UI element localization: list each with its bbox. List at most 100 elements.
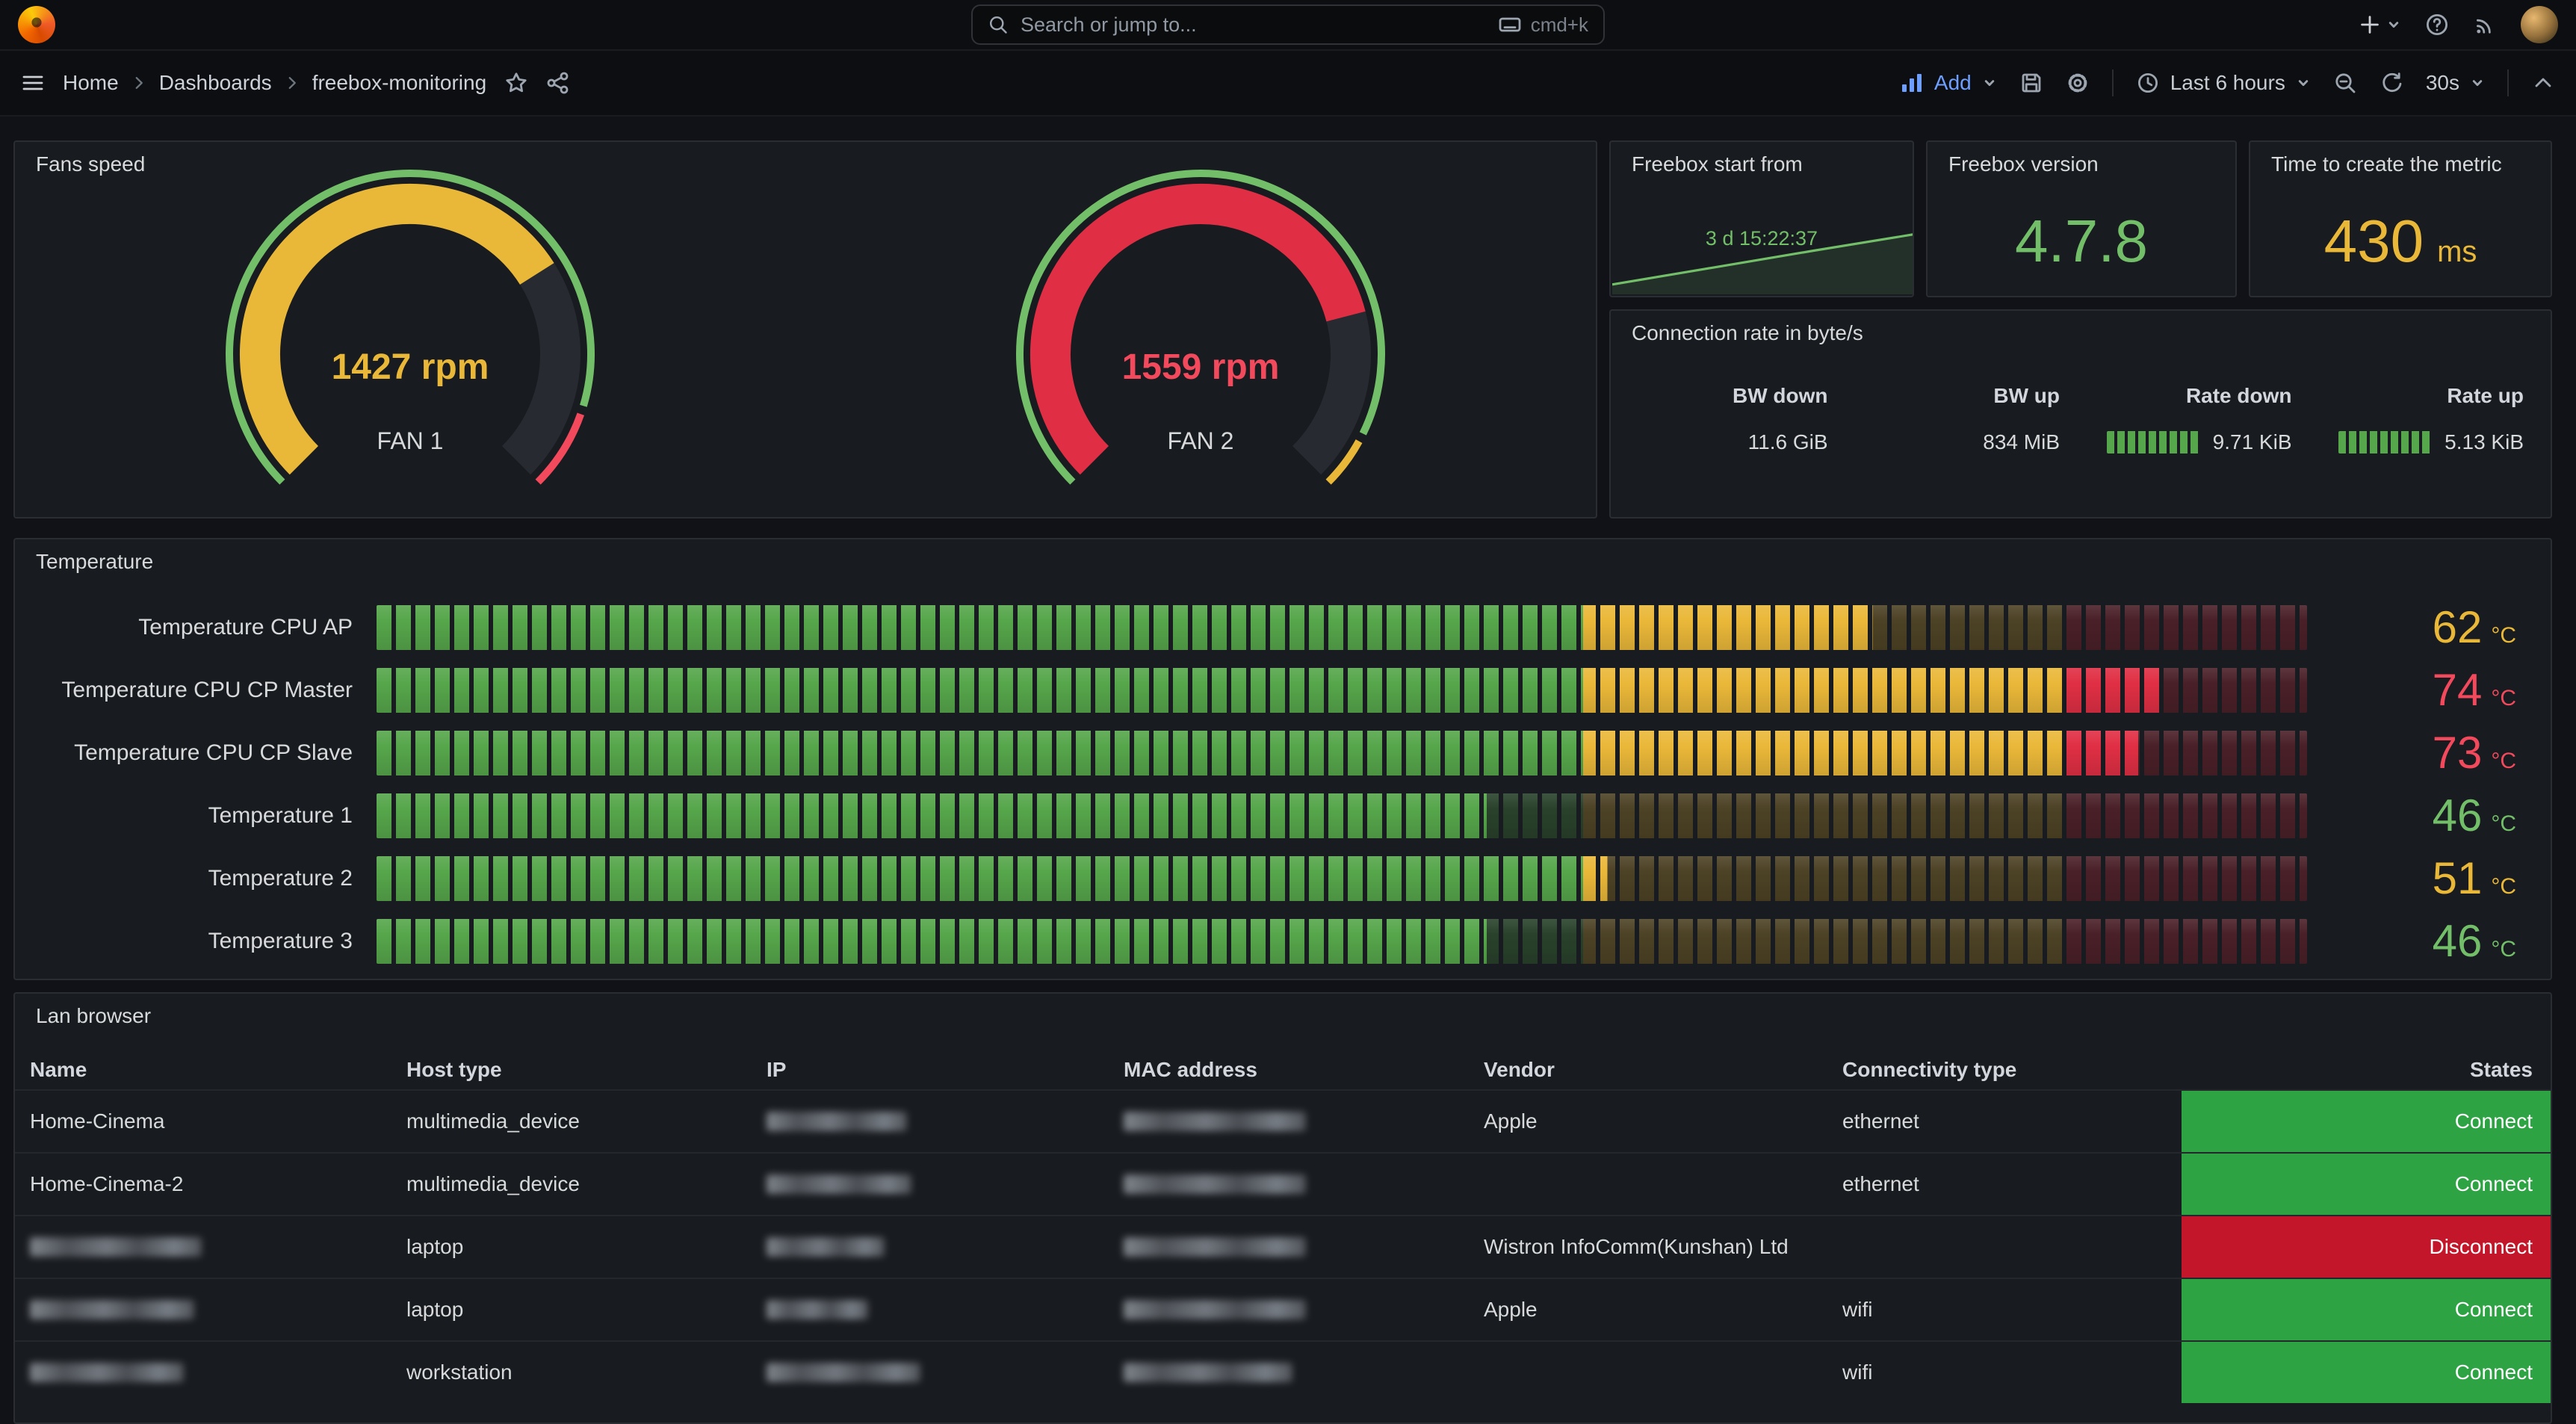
breadcrumb-home[interactable]: Home — [63, 71, 119, 94]
column-header[interactable]: Connectivity type — [1842, 1058, 2017, 1081]
table-cell: 9.71 KiB — [2081, 418, 2313, 466]
breadcrumb-dashboards[interactable]: Dashboards — [158, 71, 272, 94]
temperature-bar-gauge — [377, 605, 2307, 650]
redacted-text — [30, 1300, 194, 1319]
panel-title-fans-speed[interactable]: Fans speed — [36, 152, 146, 176]
panel-title-freebox-version[interactable]: Freebox version — [1948, 152, 2099, 176]
column-header[interactable]: BW up — [1993, 384, 2060, 407]
metric-time-unit: ms — [2437, 235, 2477, 268]
column-header[interactable]: IP — [767, 1058, 787, 1081]
save-icon — [2022, 73, 2041, 93]
graph-bar-icon — [1901, 74, 1922, 92]
temperature-label: Temperature 1 — [208, 803, 353, 828]
panel-lan-browser: Lan browser Name Host type IP MAC address Ve… — [13, 992, 2552, 1424]
search-input[interactable]: Search or jump to... cmd+k — [971, 4, 1605, 45]
redacted-text — [1124, 1112, 1306, 1131]
news-button[interactable] — [2473, 5, 2497, 44]
column-header[interactable]: Rate down — [2185, 384, 2292, 407]
toolbar-left: Home Dashboards freebox-monitoring — [21, 64, 570, 102]
table-cell: Connect — [2182, 1154, 2551, 1215]
chevron-right-icon — [288, 77, 296, 89]
plus-icon — [2361, 16, 2379, 34]
column-header[interactable]: Host type — [406, 1058, 502, 1081]
search-icon — [989, 16, 1007, 34]
table-cell — [15, 1279, 391, 1340]
temperature-unit: °C — [2491, 937, 2516, 962]
redacted-text — [1124, 1174, 1306, 1194]
redacted-text — [767, 1174, 911, 1194]
temperature-label: Temperature 3 — [208, 929, 353, 953]
table-cell: wifi — [1842, 1360, 1873, 1384]
caret-down-icon — [2298, 80, 2309, 86]
panel-title-temperature[interactable]: Temperature — [36, 550, 154, 573]
time-range-picker[interactable]: Last 6 hours — [2136, 71, 2311, 95]
breadcrumb-current-dashboard[interactable]: freebox-monitoring — [312, 71, 487, 94]
table-cell: 834 MiB — [1849, 418, 2081, 466]
refresh-interval-picker[interactable]: 30s — [2426, 71, 2485, 95]
gauge-title: FAN 2 — [1167, 427, 1234, 454]
add-label: Add — [1933, 71, 1972, 94]
search-shortcut-label: cmd+k — [1530, 13, 1588, 36]
save-dashboard-button[interactable] — [2019, 64, 2043, 102]
gauge-fan-1: 1427 rpm FAN 1 — [15, 170, 805, 489]
help-button[interactable] — [2425, 5, 2449, 44]
redacted-text — [1124, 1237, 1306, 1257]
panel-title-lan-browser[interactable]: Lan browser — [36, 1004, 152, 1027]
column-header[interactable]: BW down — [1732, 384, 1828, 407]
redacted-text — [30, 1363, 184, 1382]
panel-title-metric-time[interactable]: Time to create the metric — [2271, 152, 2502, 176]
column-header[interactable]: States — [2469, 1058, 2533, 1081]
table-cell — [752, 1154, 1109, 1215]
temperature-row: Temperature CPU AP 62 °C — [15, 596, 2551, 659]
temperature-row: Temperature CPU CP Master 74 °C — [15, 659, 2551, 722]
table-cell — [1827, 1216, 2182, 1278]
mega-menu-button[interactable] — [21, 64, 45, 102]
zoom-out-icon — [2335, 73, 2356, 93]
refresh-button[interactable] — [2380, 64, 2403, 102]
panel-title-connection-rate[interactable]: Connection rate in byte/s — [1632, 321, 1863, 344]
zoom-out-time-button[interactable] — [2333, 64, 2357, 102]
redacted-text — [767, 1237, 885, 1257]
uptime-value: 3 d 15:22:37 — [1705, 227, 1818, 250]
table-row: laptop Apple wifi Connect — [15, 1278, 2551, 1340]
temperature-label: Temperature 2 — [208, 866, 353, 891]
table-cell — [752, 1279, 1109, 1340]
table-cell: Wistron InfoComm(Kunshan) Ltd — [1484, 1235, 1789, 1258]
gauge-chart: 1427 rpm FAN 1 — [208, 166, 612, 489]
gauge-value: 1427 rpm — [331, 347, 489, 387]
collapse-topbar-button[interactable] — [2531, 64, 2555, 102]
top-nav-bar: Search or jump to... cmd+k — [0, 0, 2576, 51]
share-icon — [547, 72, 569, 94]
dashboard-settings-button[interactable] — [2066, 64, 2090, 102]
table-cell: workstation — [406, 1360, 513, 1384]
table-cell: ethernet — [1842, 1172, 1919, 1195]
cell-value: 11.6 GiB — [1747, 430, 1828, 453]
table-cell: Connect — [2182, 1279, 2551, 1340]
column-header[interactable]: MAC address — [1124, 1058, 1257, 1081]
user-avatar[interactable] — [2521, 6, 2558, 43]
share-dashboard-button[interactable] — [546, 64, 570, 102]
rate-bar-gauge — [2106, 431, 2199, 453]
panel-temperature: Temperature Temperature CPU AP 62 °C Temper… — [13, 538, 2552, 980]
temperature-value: 46 °C — [2307, 917, 2551, 965]
gauge-chart: 1559 rpm FAN 2 — [999, 166, 1402, 489]
table-cell: Home-Cinema — [30, 1109, 165, 1133]
new-menu-button[interactable] — [2358, 5, 2401, 44]
add-button[interactable]: Add — [1900, 71, 1997, 95]
column-header[interactable]: Vendor — [1484, 1058, 1555, 1081]
favorite-dashboard-button[interactable] — [504, 64, 528, 102]
menu-icon — [22, 75, 43, 90]
connection-table-header: BW down BW up Rate down Rate up — [1611, 374, 2551, 418]
panel-title-freebox-start-from[interactable]: Freebox start from — [1632, 152, 1803, 176]
lan-table-body: Home-Cinema multimedia_device Apple etherne… — [15, 1089, 2551, 1403]
column-header[interactable]: Rate up — [2447, 384, 2524, 407]
table-cell — [752, 1342, 1109, 1403]
temperature-number: 73 — [2432, 728, 2483, 778]
refresh-interval-label: 30s — [2425, 71, 2459, 94]
temperature-rows: Temperature CPU AP 62 °C Temperature CPU CP… — [15, 584, 2551, 973]
table-cell: Connect — [2182, 1091, 2551, 1152]
table-cell: wifi — [1842, 1298, 1873, 1321]
column-header[interactable]: Name — [30, 1058, 87, 1081]
table-cell: Home-Cinema-2 — [30, 1172, 184, 1195]
grafana-logo[interactable] — [18, 6, 55, 43]
